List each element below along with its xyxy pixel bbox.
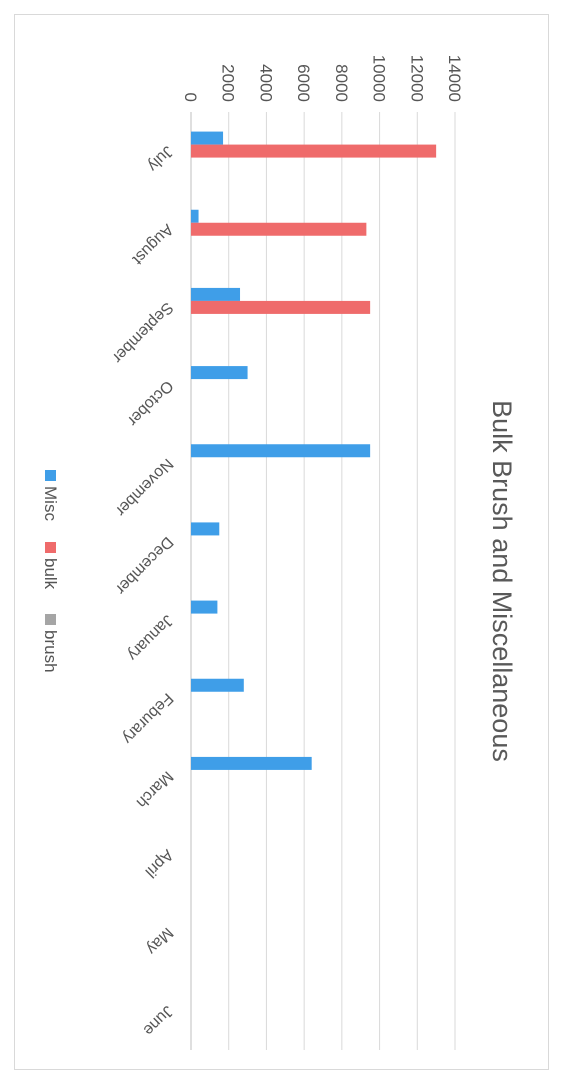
x-category-label: May bbox=[143, 924, 176, 957]
gridlines bbox=[190, 112, 456, 1050]
x-category-label: Feburary bbox=[119, 689, 176, 746]
bar-misc-feburary bbox=[190, 678, 244, 692]
x-category-label: January bbox=[124, 611, 176, 663]
y-tick-label: 4000 bbox=[256, 64, 275, 102]
x-category-label: June bbox=[140, 1002, 177, 1039]
legend-label: brush bbox=[41, 630, 60, 673]
legend-label: bulk bbox=[41, 558, 60, 590]
bars bbox=[190, 131, 437, 770]
bar-bulk-september bbox=[191, 300, 371, 314]
y-tick-label: 12000 bbox=[407, 55, 426, 102]
bar-bulk-july bbox=[191, 144, 437, 158]
bar-misc-august bbox=[190, 209, 199, 223]
x-category-label: December bbox=[112, 533, 177, 598]
y-axis-ticks: 0 2000 4000 6000 8000 10000 12000 14000 bbox=[181, 55, 464, 102]
x-category-label: October bbox=[123, 377, 176, 430]
legend-swatch bbox=[45, 614, 56, 625]
x-category-label: April bbox=[142, 846, 177, 881]
bar-misc-october bbox=[191, 366, 248, 380]
bar-misc-september bbox=[190, 287, 241, 301]
bar-misc-november bbox=[191, 444, 371, 458]
x-axis-categories: July August September October November Decemb… bbox=[108, 142, 176, 1038]
y-tick-label: 6000 bbox=[294, 64, 313, 102]
x-category-label: November bbox=[112, 455, 177, 520]
legend-swatch bbox=[45, 542, 56, 553]
x-category-label: July bbox=[144, 142, 176, 174]
chart-title: Bulk Brush and Miscellaneous bbox=[487, 400, 517, 762]
bar-misc-july bbox=[190, 131, 224, 145]
y-tick-label: 2000 bbox=[219, 64, 238, 102]
legend-label: Misc bbox=[41, 486, 60, 521]
y-tick-label: 10000 bbox=[370, 55, 389, 102]
legend-swatch bbox=[45, 470, 56, 481]
x-category-label: March bbox=[133, 768, 176, 811]
bar-bulk-august bbox=[191, 222, 367, 236]
x-category-label: September bbox=[108, 299, 176, 367]
bar-misc-january bbox=[190, 600, 218, 614]
bar-misc-december bbox=[190, 522, 220, 536]
y-tick-label: 0 bbox=[181, 93, 200, 102]
x-category-label: August bbox=[129, 220, 177, 268]
y-tick-label: 14000 bbox=[445, 55, 464, 102]
legend: Misc bulk brush bbox=[41, 470, 60, 673]
chart-frame bbox=[14, 14, 549, 1070]
bar-misc-march bbox=[191, 756, 312, 770]
y-tick-label: 8000 bbox=[332, 64, 351, 102]
